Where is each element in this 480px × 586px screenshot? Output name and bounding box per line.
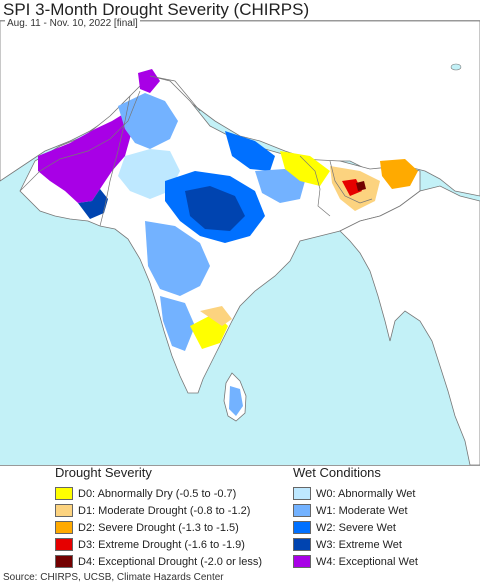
swatch-d2 — [55, 521, 73, 534]
map-svg — [0, 21, 480, 465]
w4-region-pakistan — [38, 113, 132, 203]
country-borders — [19, 75, 373, 227]
source-credit: Source: CHIRPS, UCSB, Climate Hazards Ce… — [3, 572, 224, 583]
swatch-d1 — [55, 504, 73, 517]
legend: Drought Severity D0: Abnormally Dry (-0.… — [0, 465, 480, 571]
legend-label-d2: D2: Severe Drought (-1.3 to -1.5) — [78, 521, 239, 534]
legend-label-w3: W3: Extreme Wet — [316, 538, 402, 551]
d2-region-northeast — [380, 159, 418, 189]
legend-item-w1: W1: Moderate Wet — [293, 502, 418, 519]
legend-label-d1: D1: Moderate Drought (-0.8 to -1.2) — [78, 504, 251, 517]
swatch-w4 — [293, 555, 311, 568]
w3-region-pakistan — [78, 189, 108, 219]
swatch-d0 — [55, 487, 73, 500]
drought-legend-heading: Drought Severity — [55, 465, 152, 480]
legend-label-d4: D4: Exceptional Drought (-2.0 or less) — [78, 555, 263, 568]
legend-item-w3: W3: Extreme Wet — [293, 536, 418, 553]
w1-region-sri-lanka — [229, 386, 243, 416]
w3-region-central — [185, 186, 245, 231]
w1-region-ganges — [255, 169, 305, 203]
legend-item-d2: D2: Severe Drought (-1.3 to -1.5) — [55, 519, 262, 536]
w1-region-northwest — [118, 93, 178, 149]
legend-label-w1: W1: Moderate Wet — [316, 504, 408, 517]
legend-item-d4: D4: Exceptional Drought (-2.0 or less) — [55, 553, 262, 570]
map-area — [0, 20, 480, 466]
legend-label-d0: D0: Abnormally Dry (-0.5 to -0.7) — [78, 487, 237, 500]
legend-item-d3: D3: Extreme Drought (-1.6 to -1.9) — [55, 536, 262, 553]
swatch-w3 — [293, 538, 311, 551]
w2-region-ganges — [225, 131, 275, 171]
wet-legend: Wet Conditions W0: Abnormally Wet W1: Mo… — [293, 465, 418, 570]
legend-item-d1: D1: Moderate Drought (-0.8 to -1.2) — [55, 502, 262, 519]
lake-north — [450, 63, 462, 71]
swatch-w1 — [293, 504, 311, 517]
wet-legend-heading: Wet Conditions — [293, 465, 381, 480]
legend-item-w0: W0: Abnormally Wet — [293, 485, 418, 502]
legend-label-d3: D3: Extreme Drought (-1.6 to -1.9) — [78, 538, 245, 551]
legend-label-w2: W2: Severe Wet — [316, 521, 396, 534]
swatch-d4 — [55, 555, 73, 568]
legend-item-w2: W2: Severe Wet — [293, 519, 418, 536]
swatch-w2 — [293, 521, 311, 534]
legend-label-w0: W0: Abnormally Wet — [316, 487, 416, 500]
d1-region-south — [200, 306, 232, 326]
legend-item-d0: D0: Abnormally Dry (-0.5 to -0.7) — [55, 485, 262, 502]
w4-region-north — [138, 69, 160, 93]
legend-item-w4: W4: Exceptional Wet — [293, 553, 418, 570]
swatch-w0 — [293, 487, 311, 500]
legend-label-w4: W4: Exceptional Wet — [316, 555, 418, 568]
swatch-d3 — [55, 538, 73, 551]
w0-region-rajasthan — [118, 149, 180, 199]
date-range: Aug. 11 - Nov. 10, 2022 [final] — [5, 18, 140, 29]
d4-region-northeast — [356, 181, 366, 191]
d0-region-east-india — [280, 151, 330, 186]
map-title: SPI 3-Month Drought Severity (CHIRPS) — [3, 0, 310, 19]
drought-legend: Drought Severity D0: Abnormally Dry (-0.… — [55, 465, 262, 570]
w1-region-south — [160, 296, 195, 351]
w1-region-deccan — [145, 221, 210, 296]
southeast-asia-land — [339, 185, 480, 465]
